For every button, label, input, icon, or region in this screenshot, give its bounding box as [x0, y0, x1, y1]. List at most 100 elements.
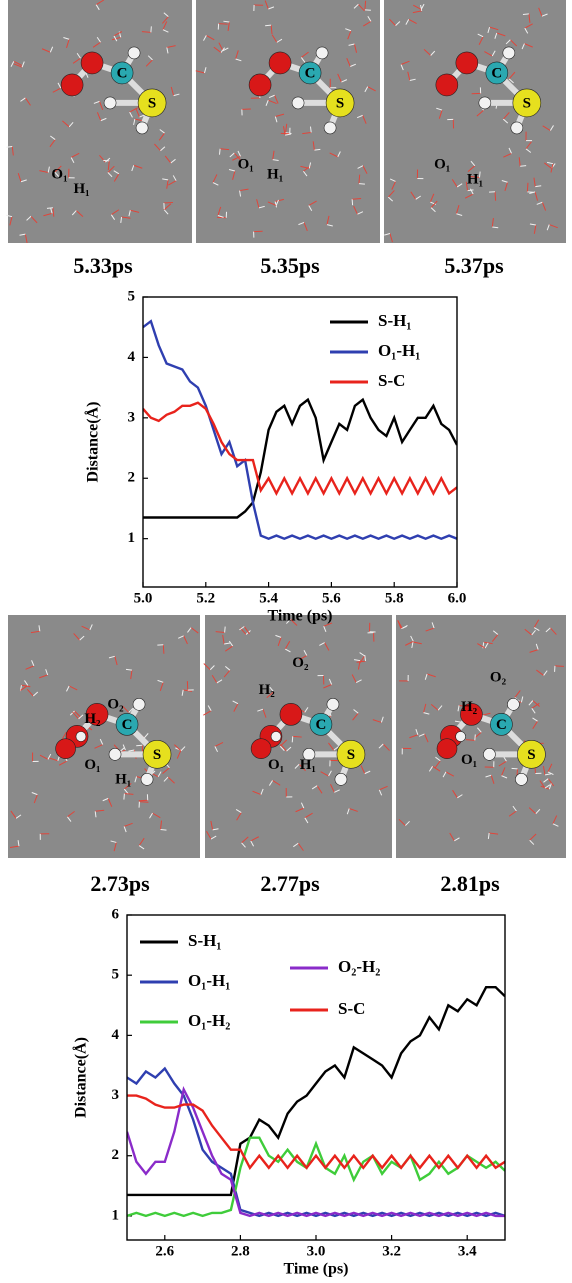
water-stick — [356, 660, 366, 663]
water-stick — [429, 193, 435, 203]
water-stick — [54, 171, 60, 177]
water-stick — [239, 190, 242, 197]
water-stick — [212, 828, 219, 831]
water-stick — [531, 629, 536, 636]
water-stick — [272, 780, 281, 786]
water-stick — [239, 626, 245, 631]
water-stick — [203, 663, 211, 671]
water-stick — [409, 734, 419, 739]
water-stick — [52, 87, 62, 93]
water-stick — [96, 36, 101, 43]
water-stick — [67, 811, 75, 818]
water-stick — [431, 622, 435, 629]
water-stick — [337, 151, 341, 158]
water-stick — [129, 107, 138, 113]
water-stick — [224, 642, 231, 645]
water-stick — [113, 31, 123, 37]
water-stick — [214, 741, 224, 747]
water-stick — [285, 132, 292, 135]
water-stick — [159, 129, 165, 134]
water-stick — [61, 731, 67, 741]
water-stick — [536, 201, 543, 205]
water-stick — [490, 775, 495, 784]
water-stick — [529, 223, 536, 226]
y-tick-label: 1 — [112, 1207, 120, 1223]
water-stick — [285, 123, 288, 133]
carbon-atom — [490, 713, 513, 736]
water-stick — [123, 793, 125, 800]
water-stick — [347, 30, 352, 40]
water-stick — [17, 173, 22, 182]
water-stick — [128, 749, 135, 752]
water-stick — [68, 685, 78, 691]
water-stick — [503, 152, 512, 158]
water-stick — [222, 634, 225, 645]
water-stick — [487, 27, 491, 34]
water-stick — [412, 10, 422, 14]
series-line — [127, 1136, 505, 1218]
x-tick-label: 5.4 — [259, 590, 278, 606]
water-stick — [26, 688, 34, 697]
water-stick — [103, 159, 110, 162]
water-stick — [172, 175, 177, 181]
water-stick — [32, 691, 39, 697]
water-stick — [436, 107, 443, 111]
water-stick — [266, 691, 274, 698]
water-stick — [514, 690, 521, 698]
water-stick — [159, 682, 164, 692]
water-stick — [532, 717, 538, 722]
water-stick — [312, 141, 315, 151]
y-tick-label: 1 — [128, 530, 136, 546]
water-stick — [552, 815, 558, 824]
water-stick — [218, 148, 221, 155]
x-tick-label: 5.6 — [322, 590, 341, 606]
water-stick — [124, 793, 134, 795]
atom-label: O₂ — [292, 655, 309, 671]
snapshot-frame — [8, 0, 192, 243]
water-stick — [333, 746, 339, 751]
water-stick — [274, 116, 278, 123]
water-stick — [420, 3, 425, 10]
atom-label: H₁ — [267, 166, 283, 182]
water-stick — [511, 767, 518, 770]
water-stick — [66, 816, 72, 822]
water-stick — [264, 0, 269, 10]
water-stick — [203, 710, 212, 716]
hydrogen-atom — [515, 773, 528, 786]
water-stick — [157, 679, 164, 683]
water-stick — [524, 27, 529, 34]
water-stick — [275, 199, 279, 206]
water-stick — [95, 4, 100, 11]
water-stick — [269, 686, 275, 693]
water-stick — [66, 39, 70, 48]
water-stick — [378, 789, 383, 796]
water-stick — [528, 807, 537, 815]
water-stick — [21, 61, 25, 68]
oxygen-atom — [455, 51, 479, 75]
water-stick — [552, 823, 559, 827]
water-stick — [295, 807, 305, 813]
water-stick — [256, 199, 260, 209]
water-stick — [250, 836, 259, 842]
water-stick — [241, 836, 249, 844]
water-stick — [348, 43, 355, 46]
water-stick — [520, 696, 524, 703]
water-stick — [10, 61, 15, 67]
water-stick — [38, 674, 48, 679]
sulfur-atom — [512, 88, 542, 118]
water-stick — [239, 188, 249, 192]
water-stick — [529, 833, 537, 841]
water-stick — [353, 659, 361, 662]
water-stick — [489, 26, 499, 31]
water-stick — [122, 705, 130, 713]
water-stick — [524, 43, 533, 48]
water-stick — [143, 733, 149, 739]
y-tick-label: 4 — [128, 349, 136, 365]
atom-label: H₁ — [115, 772, 131, 788]
hydrogen-atom — [478, 96, 492, 110]
atom-label: O₁ — [238, 157, 254, 173]
water-stick — [508, 78, 514, 84]
water-stick — [412, 641, 422, 645]
water-stick — [351, 674, 357, 683]
water-stick — [128, 707, 134, 713]
